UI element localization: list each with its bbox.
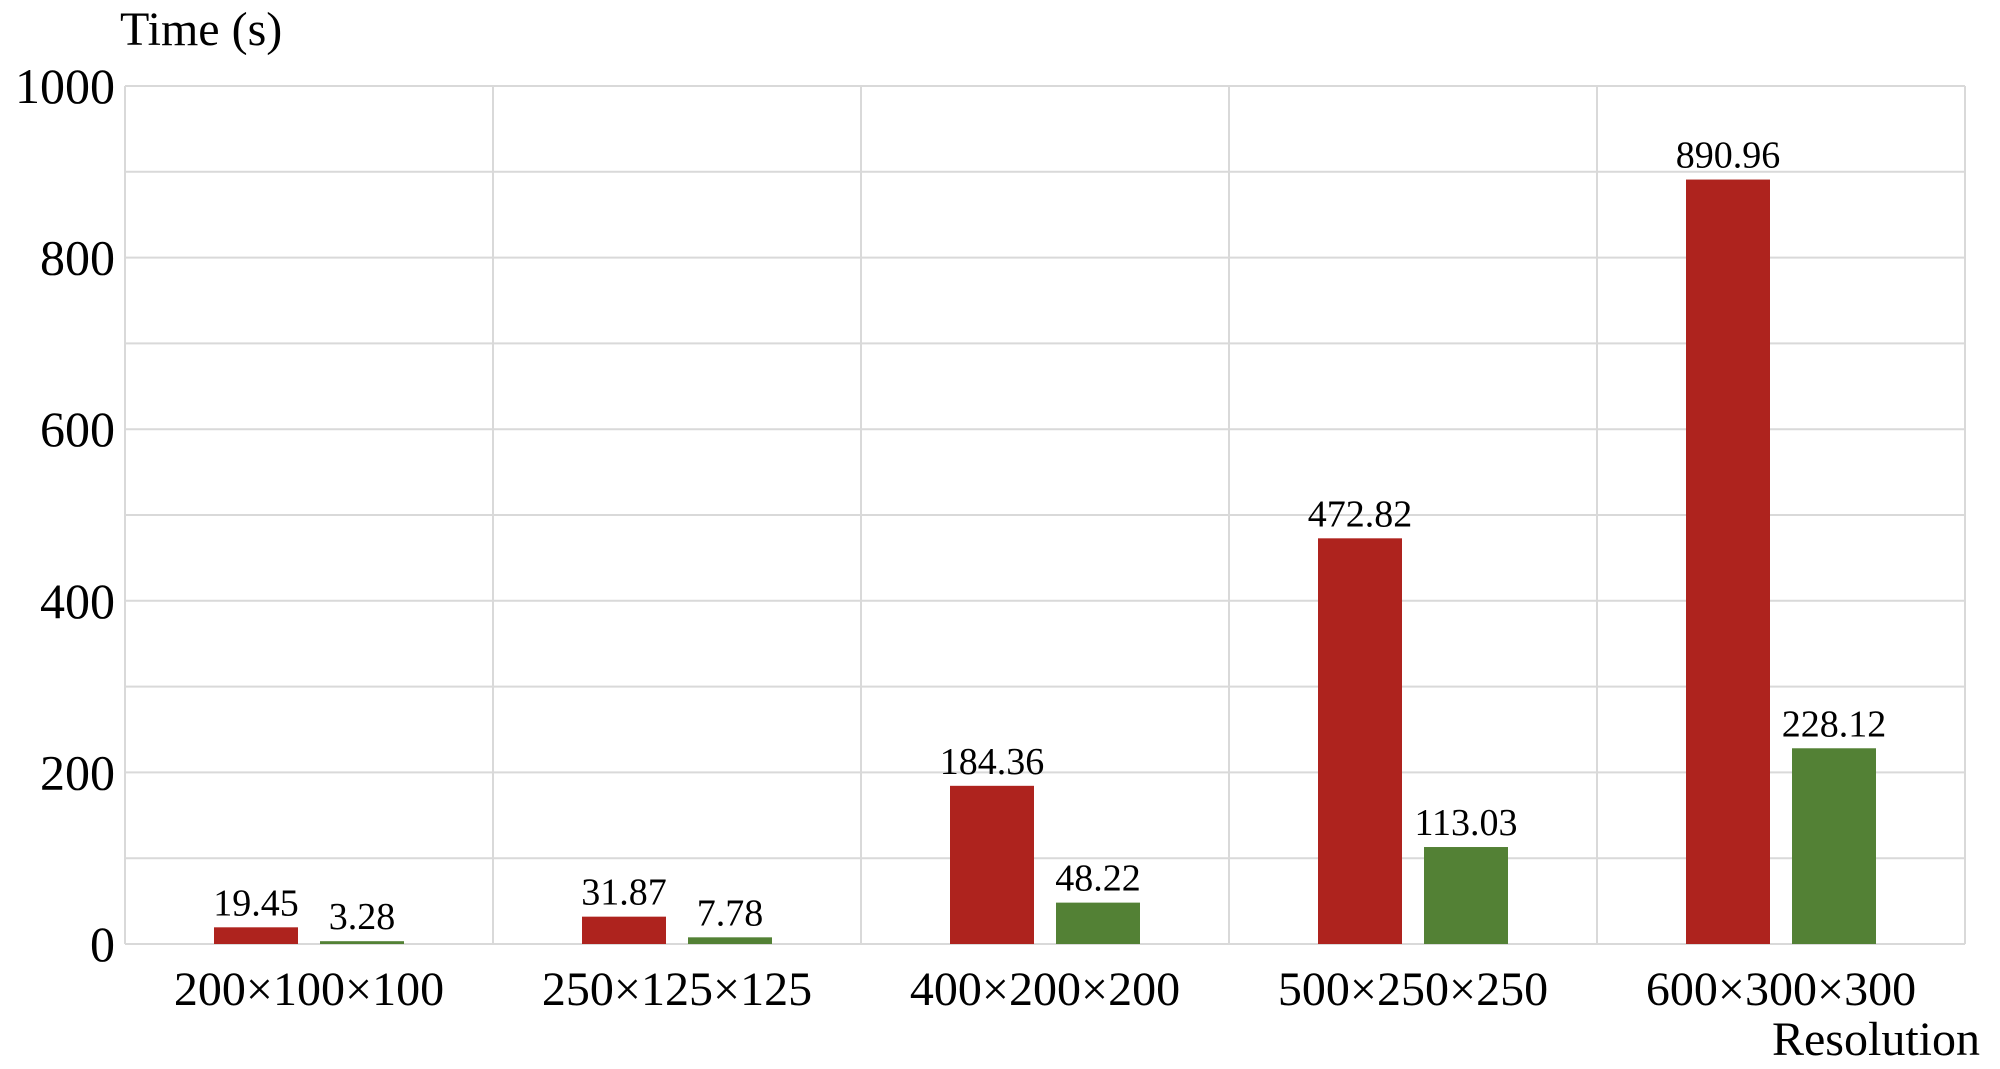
bar: [1056, 902, 1140, 944]
y-tick-label: 400: [40, 573, 115, 629]
y-tick-label: 1000: [15, 58, 115, 114]
grid-layer: [124, 85, 1966, 945]
y-tick-label: 0: [90, 916, 115, 972]
data-label: 48.22: [1055, 858, 1141, 900]
data-label: 3.28: [329, 896, 396, 938]
bar: [582, 916, 666, 944]
data-label: 7.78: [697, 892, 764, 934]
bar: [688, 937, 772, 944]
data-label: 890.96: [1676, 135, 1781, 177]
x-tick-label: 500×250×250: [1278, 963, 1548, 1016]
x-tick-label: 600×300×300: [1646, 963, 1916, 1016]
y-axis-title: Time (s): [120, 3, 282, 56]
bar: [1686, 179, 1770, 944]
bar: [1318, 538, 1402, 944]
data-label: 31.87: [581, 872, 667, 914]
data-label: 19.45: [213, 882, 299, 924]
x-axis-title: Resolution: [1772, 1013, 1980, 1066]
data-label: 184.36: [940, 741, 1045, 783]
y-tick-label: 800: [40, 230, 115, 286]
data-label: 472.82: [1308, 493, 1413, 535]
x-tick-label: 200×100×100: [174, 963, 444, 1016]
bar-layer: [214, 179, 1876, 944]
x-tick-label: 400×200×200: [910, 963, 1180, 1016]
bar: [950, 785, 1034, 944]
bar: [1792, 748, 1876, 944]
bar: [214, 927, 298, 944]
data-label: 228.12: [1782, 703, 1887, 745]
bar: [320, 941, 404, 944]
tick-layer: 0 200 400 600 800 1000 200×100×100 250×125×125 4…: [15, 58, 1916, 1016]
y-tick-label: 200: [40, 744, 115, 800]
data-label-layer: 19.45 31.87 184.36 472.82 890.96 3.28 7.78 48.2…: [213, 135, 1886, 939]
y-tick-label: 600: [40, 401, 115, 457]
data-label: 113.03: [1414, 802, 1517, 844]
x-tick-label: 250×125×125: [542, 963, 812, 1016]
bar: [1424, 847, 1508, 944]
